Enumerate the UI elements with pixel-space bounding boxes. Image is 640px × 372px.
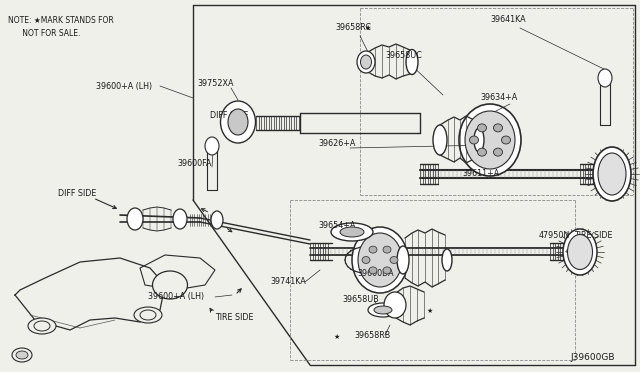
Text: DIFF SIDE: DIFF SIDE [210,110,248,119]
Ellipse shape [221,101,255,143]
Ellipse shape [369,267,377,274]
Text: 39658UC: 39658UC [385,51,422,61]
Text: 47950N: 47950N [539,231,570,241]
Ellipse shape [140,310,156,320]
Polygon shape [140,255,215,290]
Text: 39600FA: 39600FA [177,158,211,167]
Ellipse shape [340,227,364,237]
Ellipse shape [362,257,370,263]
Text: ★: ★ [365,25,371,31]
Text: 39658RB: 39658RB [354,330,390,340]
Ellipse shape [152,271,188,299]
Ellipse shape [598,69,612,87]
Text: 39752XA: 39752XA [197,78,234,87]
Ellipse shape [134,307,162,323]
Ellipse shape [360,55,371,69]
Ellipse shape [12,348,32,362]
Ellipse shape [368,303,398,317]
Ellipse shape [28,318,56,334]
Ellipse shape [374,306,392,314]
Ellipse shape [459,104,521,176]
Ellipse shape [352,227,408,293]
Ellipse shape [563,229,597,275]
Text: 39741KA: 39741KA [270,276,306,285]
Ellipse shape [383,246,391,253]
Text: J39600GB: J39600GB [570,353,614,362]
Text: 39611+A: 39611+A [462,169,499,177]
Ellipse shape [357,51,375,73]
Ellipse shape [477,124,486,132]
Text: 39658UB: 39658UB [342,295,379,305]
Ellipse shape [383,267,391,274]
Text: 39658RC: 39658RC [335,23,371,32]
Ellipse shape [205,137,219,155]
Ellipse shape [384,292,406,318]
Text: ★: ★ [334,334,340,340]
Ellipse shape [331,223,373,241]
Text: 39600+A (LH): 39600+A (LH) [96,81,152,90]
Ellipse shape [16,351,28,359]
Ellipse shape [502,136,511,144]
Ellipse shape [477,148,486,156]
Text: NOTE: ★MARK STANDS FOR: NOTE: ★MARK STANDS FOR [8,16,114,25]
Ellipse shape [493,148,502,156]
Ellipse shape [598,153,626,195]
Ellipse shape [211,211,223,229]
Ellipse shape [470,136,479,144]
Ellipse shape [568,234,593,269]
Ellipse shape [173,209,187,229]
Text: NOT FOR SALE.: NOT FOR SALE. [8,29,81,38]
Ellipse shape [593,147,631,201]
Ellipse shape [228,109,248,135]
Text: 39641KA: 39641KA [490,16,525,25]
Text: 39600+A (LH): 39600+A (LH) [148,292,204,301]
Text: 39634+A: 39634+A [480,93,517,103]
Ellipse shape [474,128,484,152]
Ellipse shape [442,249,452,271]
Text: 39654+A: 39654+A [318,221,355,231]
Ellipse shape [127,208,143,230]
Text: TIRE SIDE: TIRE SIDE [215,312,253,321]
Text: 39600DA: 39600DA [357,269,394,278]
Ellipse shape [493,124,502,132]
Ellipse shape [390,257,398,263]
Ellipse shape [369,246,377,253]
Text: DIFF SIDE: DIFF SIDE [58,189,97,198]
Text: 39626+A: 39626+A [318,138,355,148]
Ellipse shape [34,321,50,331]
Ellipse shape [433,125,447,155]
Ellipse shape [358,233,402,287]
Ellipse shape [406,49,418,74]
Text: ★: ★ [427,308,433,314]
Ellipse shape [397,246,409,274]
Ellipse shape [465,111,515,169]
Text: TIRE SIDE: TIRE SIDE [574,231,612,241]
